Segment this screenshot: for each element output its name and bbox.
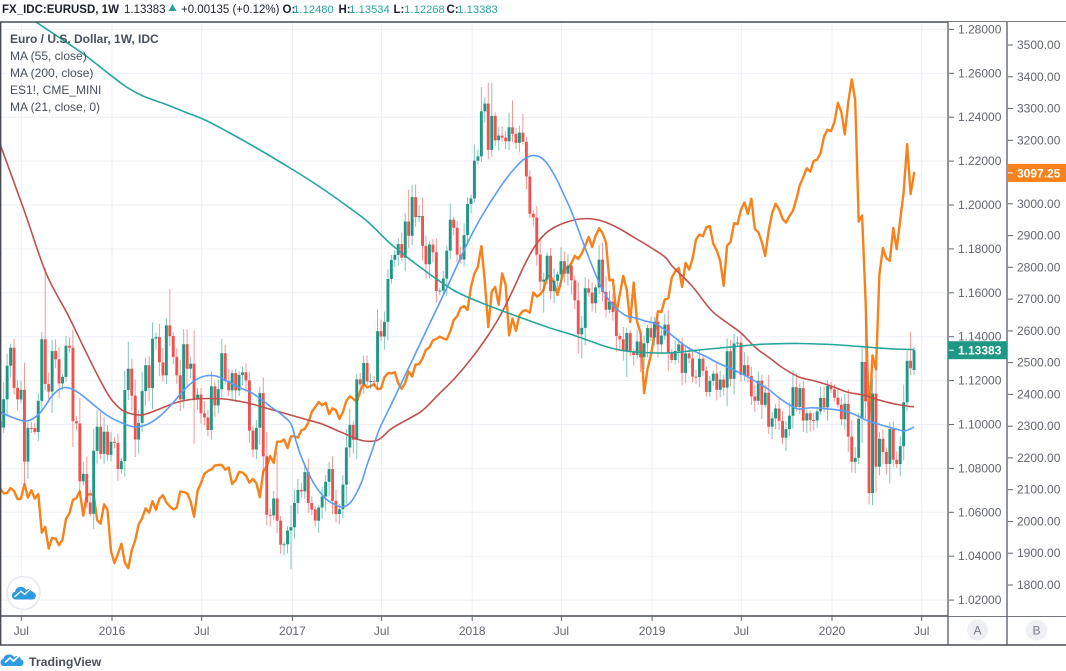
svg-text:Jul: Jul	[734, 624, 749, 638]
svg-text:Jul: Jul	[194, 624, 209, 638]
svg-text:A: A	[973, 624, 981, 638]
svg-text:2100.00: 2100.00	[1017, 483, 1061, 497]
svg-text:ES1!, CME_MINI: ES1!, CME_MINI	[10, 83, 101, 97]
svg-text:1800.00: 1800.00	[1017, 578, 1061, 592]
svg-text:MA (200, close): MA (200, close)	[10, 66, 93, 80]
svg-text:3097.25: 3097.25	[1017, 166, 1061, 180]
svg-text:2800.00: 2800.00	[1017, 260, 1061, 274]
svg-text:1.24000: 1.24000	[958, 110, 1002, 124]
svg-text:TradingView: TradingView	[29, 655, 102, 669]
svg-text:1.14000: 1.14000	[958, 330, 1002, 344]
svg-text:2018: 2018	[459, 624, 486, 638]
svg-text:2020: 2020	[819, 624, 846, 638]
svg-text:1.20000: 1.20000	[958, 198, 1002, 212]
svg-text:Jul: Jul	[554, 624, 569, 638]
svg-text:2900.00: 2900.00	[1017, 229, 1061, 243]
svg-text:3000.00: 3000.00	[1017, 197, 1061, 211]
svg-text:1.10000: 1.10000	[958, 418, 1002, 432]
svg-text:+0.00135 (+0.12%): +0.00135 (+0.12%)	[181, 4, 280, 16]
svg-text:3500.00: 3500.00	[1017, 38, 1061, 52]
svg-text:2016: 2016	[99, 624, 126, 638]
svg-text:1.02000: 1.02000	[958, 593, 1002, 607]
svg-text:1.22000: 1.22000	[958, 154, 1002, 168]
svg-text:2017: 2017	[279, 624, 306, 638]
svg-text:1.26000: 1.26000	[958, 66, 1002, 80]
svg-text:2700.00: 2700.00	[1017, 292, 1061, 306]
svg-text:1900.00: 1900.00	[1017, 546, 1061, 560]
svg-text:2200.00: 2200.00	[1017, 451, 1061, 465]
svg-text:1.16000: 1.16000	[958, 286, 1002, 300]
svg-text:Jul: Jul	[14, 624, 29, 638]
svg-text:1.13383: 1.13383	[457, 4, 497, 16]
svg-text:L:: L:	[394, 4, 405, 16]
svg-text:1.13534: 1.13534	[349, 4, 389, 16]
svg-text:1.12268: 1.12268	[404, 4, 444, 16]
svg-text:B: B	[1032, 624, 1040, 638]
svg-text:Jul: Jul	[914, 624, 929, 638]
svg-text:MA (55, close): MA (55, close)	[10, 49, 87, 63]
svg-text:2500.00: 2500.00	[1017, 356, 1061, 370]
svg-text:1.08000: 1.08000	[958, 461, 1002, 475]
svg-text:2000.00: 2000.00	[1017, 515, 1061, 529]
svg-text:1.13383: 1.13383	[958, 344, 1002, 358]
svg-text:2400.00: 2400.00	[1017, 387, 1061, 401]
svg-text:1.12000: 1.12000	[958, 374, 1002, 388]
svg-text:3200.00: 3200.00	[1017, 133, 1061, 147]
svg-text:3400.00: 3400.00	[1017, 70, 1061, 84]
svg-text:1.13383: 1.13383	[124, 4, 166, 16]
svg-text:Jul: Jul	[374, 624, 389, 638]
svg-text:2600.00: 2600.00	[1017, 324, 1061, 338]
svg-text:1.18000: 1.18000	[958, 242, 1002, 256]
svg-text:O:: O:	[283, 4, 296, 16]
svg-text:MA (21, close, 0): MA (21, close, 0)	[10, 100, 100, 114]
svg-text:3300.00: 3300.00	[1017, 102, 1061, 116]
svg-text:FX_IDC:EURUSD, 1W: FX_IDC:EURUSD, 1W	[2, 4, 119, 16]
svg-text:1.12480: 1.12480	[293, 4, 333, 16]
svg-text:1.04000: 1.04000	[958, 549, 1002, 563]
svg-text:1.06000: 1.06000	[958, 505, 1002, 519]
svg-text:2300.00: 2300.00	[1017, 419, 1061, 433]
svg-text:2019: 2019	[639, 624, 666, 638]
svg-text:1.28000: 1.28000	[958, 22, 1002, 36]
svg-text:C:: C:	[447, 4, 459, 16]
svg-text:Euro / U.S. Dollar, 1W, IDC: Euro / U.S. Dollar, 1W, IDC	[10, 32, 159, 46]
svg-text:H:: H:	[339, 4, 351, 16]
